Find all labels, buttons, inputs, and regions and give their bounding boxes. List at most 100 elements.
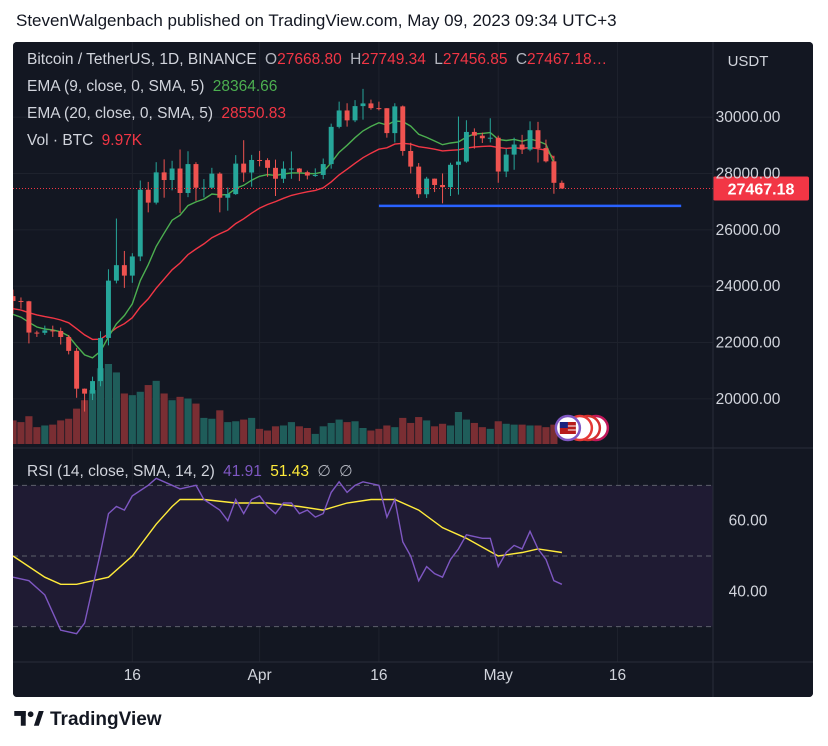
chart-canvas[interactable]: 27467.18 USDT 20000.00 22000.00 24000.00 260… (13, 42, 813, 697)
volume-bar (57, 420, 65, 444)
us-flag-canton (559, 422, 568, 428)
volume-bar (462, 419, 470, 444)
volume-bar (375, 428, 383, 444)
volume-bar (399, 417, 407, 444)
footer-brand-text: TradingView (50, 709, 162, 730)
volume-bar (160, 393, 168, 444)
legend-close: 27467.18… (527, 51, 608, 68)
volume-bar (319, 426, 327, 444)
candle-body (201, 187, 207, 189)
chart-panel[interactable]: 27467.18 USDT 20000.00 22000.00 24000.00 260… (13, 42, 813, 697)
price-tick-label: 22000.00 (716, 335, 781, 352)
legend-volume-row[interactable]: Vol · BTC 9.97K (27, 132, 146, 150)
candle-body (432, 178, 438, 185)
ema20-polyline (13, 142, 555, 341)
candle-body (185, 164, 191, 193)
volume-bar (152, 380, 160, 444)
price-tick-label: 26000.00 (716, 222, 781, 239)
volume-bar (184, 398, 192, 444)
legend-low-label: L (434, 51, 443, 68)
volume-bar (25, 416, 33, 444)
currency-label: USDT (728, 53, 769, 70)
publisher-line: StevenWalgenbach published on TradingVie… (16, 11, 617, 30)
legend-ema9-label: EMA (9, close, 0, SMA, 5) (27, 78, 205, 95)
price-tick-label: 24000.00 (716, 278, 781, 295)
legend-rsi-row[interactable]: RSI (14, close, SMA, 14, 2) 41.91 51.43 … (27, 462, 357, 481)
candle-body (98, 337, 103, 382)
volume-bar (73, 408, 81, 444)
volume-bar (13, 420, 17, 444)
candle-body (241, 163, 247, 173)
candle-body (153, 172, 159, 203)
candle-body (392, 106, 398, 134)
volume-bar (33, 427, 41, 444)
volume-bar (415, 417, 423, 444)
candle-body (273, 167, 278, 179)
candle-body (50, 330, 56, 332)
candle-body (408, 150, 414, 167)
candle-body (471, 131, 477, 136)
candle-body (328, 126, 334, 165)
volume-bar (431, 426, 439, 444)
candle-body (487, 137, 493, 139)
volume-bar (486, 428, 494, 444)
volume-bar (343, 422, 351, 444)
candle-body (527, 130, 533, 150)
volume-bar (232, 421, 240, 444)
candle-body (280, 168, 286, 179)
volume-bar (423, 420, 431, 444)
candle-body (503, 154, 509, 172)
volume-bar (470, 422, 478, 444)
candle-body (137, 189, 143, 257)
event-markers (554, 414, 610, 442)
candle-body (82, 388, 88, 394)
ema20-line (13, 142, 555, 341)
candle-body (34, 332, 40, 334)
candle-body (233, 163, 239, 195)
rsi-band-fill (13, 485, 713, 627)
candle-body (58, 330, 64, 337)
candle-body (18, 300, 24, 302)
candle-body (344, 110, 350, 121)
candle-body (424, 178, 430, 195)
footer-brand[interactable]: TradingView (14, 709, 162, 731)
volume-bar (216, 410, 224, 444)
candle-body (400, 106, 406, 151)
candle-body (169, 168, 175, 181)
volume-bar (41, 425, 49, 444)
price-tick-label: 30000.00 (716, 109, 781, 126)
volume-bar (192, 403, 200, 444)
volume-bar (248, 417, 256, 444)
candle-body (535, 130, 541, 149)
legend-ema20-label: EMA (20, close, 0, SMA, 5) (27, 105, 214, 122)
rsi-band (13, 484, 713, 628)
candle-body (257, 159, 263, 161)
candle-body (66, 336, 72, 351)
rsi-tick-label: 40.00 (729, 583, 768, 600)
volume-bar (49, 424, 57, 444)
legend-symbol: Bitcoin / TetherUS, 1D, BINANCE (27, 51, 257, 68)
time-tick-label: Apr (248, 667, 272, 684)
volume-bar (256, 428, 264, 444)
candle-body (320, 164, 326, 175)
legend-ema9-row[interactable]: EMA (9, close, 0, SMA, 5) 28364.66 (27, 78, 281, 96)
candle-body (448, 164, 453, 188)
candle-body (13, 296, 16, 301)
legend-close-label: C (515, 51, 528, 68)
candle-body (177, 168, 183, 193)
volume-bar (335, 419, 343, 444)
tradingview-logo-icon (14, 711, 44, 726)
candle-body (455, 161, 461, 165)
candle-body (479, 135, 485, 139)
candle-body (105, 280, 111, 338)
rsi-polyline (13, 477, 563, 635)
volume-bar (128, 395, 136, 444)
volume-bar (446, 425, 455, 444)
legend-ema20-row[interactable]: EMA (20, close, 0, SMA, 5) 28550.83 (27, 105, 290, 123)
candle-body (416, 166, 422, 195)
candle-body (543, 148, 549, 162)
volume-bar (407, 422, 415, 444)
candle-body (74, 350, 80, 389)
candle-body (90, 381, 96, 394)
volume-bar (391, 427, 399, 444)
